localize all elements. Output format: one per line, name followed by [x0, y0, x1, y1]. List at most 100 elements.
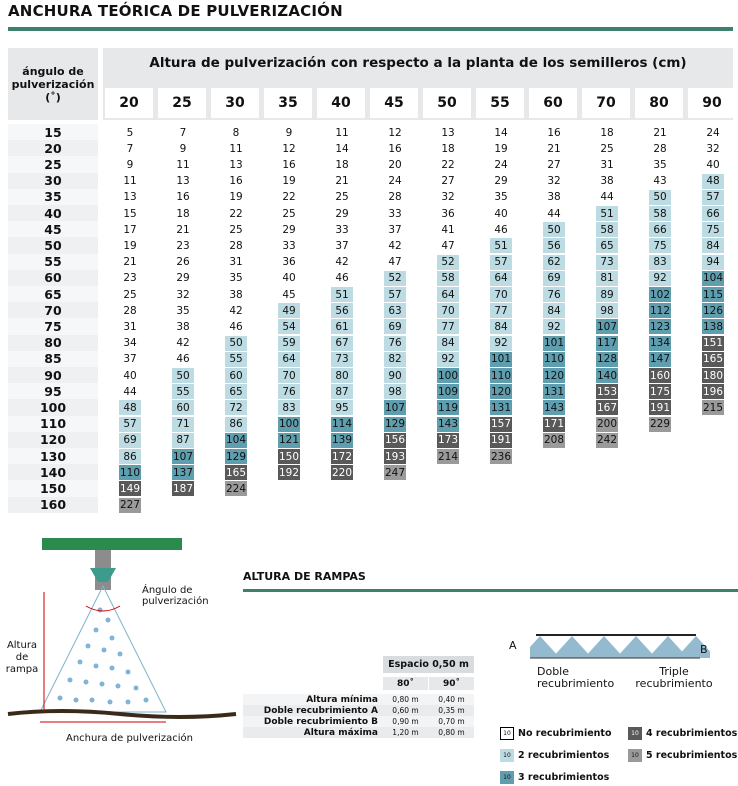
row-label: 70 [44, 302, 62, 318]
cell: 156 [384, 432, 406, 448]
row-label: 55 [44, 254, 62, 270]
cell: 38 [596, 173, 618, 189]
cell: 47 [384, 254, 406, 270]
cell: 173 [437, 432, 459, 448]
column-label: 80 [635, 88, 683, 118]
cell: 21 [543, 141, 565, 157]
cell: 110 [490, 368, 512, 383]
row-label-bg [8, 367, 98, 384]
cell: 92 [543, 319, 565, 335]
row-label: 150 [39, 480, 67, 496]
cell: 64 [490, 270, 512, 286]
cell: 28 [649, 141, 671, 157]
cell: 51 [596, 206, 618, 221]
row-label: 90 [44, 367, 62, 383]
cell: 84 [702, 238, 724, 254]
cell: 247 [384, 465, 406, 481]
legend-swatch: 10 [500, 771, 514, 784]
cell: 104 [702, 270, 724, 286]
row-label-bg [8, 399, 98, 416]
cell: 87 [172, 432, 194, 448]
column-label: 60 [529, 88, 577, 118]
cell: 84 [543, 303, 565, 319]
row-label: 110 [39, 416, 67, 432]
cell: 51 [490, 238, 512, 254]
cell: 57 [702, 189, 724, 205]
cell: 227 [119, 497, 141, 513]
cell: 18 [172, 206, 194, 221]
column-label: 90 [688, 88, 736, 118]
cell: 49 [278, 303, 300, 319]
cell: 50 [172, 368, 194, 383]
cell: 23 [119, 270, 141, 286]
cell: 180 [702, 368, 724, 383]
row-label: 40 [44, 205, 62, 221]
cell: 37 [384, 222, 406, 238]
cell: 69 [119, 432, 141, 448]
cell: 48 [702, 173, 724, 189]
cell: 16 [384, 141, 406, 157]
cell: 70 [490, 287, 512, 302]
angle-label: Ángulo de pulverización [142, 585, 209, 607]
cell: 98 [384, 384, 406, 400]
cell: 70 [278, 368, 300, 383]
rampas-value: 0,80 m [392, 695, 419, 704]
cell: 65 [225, 384, 247, 400]
row-label-bg [8, 415, 98, 432]
cell: 69 [543, 270, 565, 286]
cell: 84 [437, 335, 459, 351]
cell: 52 [384, 270, 406, 286]
cell: 50 [543, 222, 565, 238]
legend-label: No recubrimiento [518, 728, 612, 739]
row-label: 130 [39, 448, 67, 464]
column-label: 45 [370, 88, 418, 118]
cell: 92 [490, 335, 512, 351]
cell: 25 [596, 141, 618, 157]
cell: 187 [172, 481, 194, 497]
cell: 33 [278, 238, 300, 254]
cell: 77 [490, 303, 512, 319]
column-label: 70 [582, 88, 630, 118]
cell: 121 [278, 432, 300, 448]
cell: 137 [172, 465, 194, 481]
cell: 56 [543, 238, 565, 254]
cell: 102 [649, 287, 671, 302]
cell: 32 [172, 287, 194, 302]
cell: 35 [649, 157, 671, 173]
cell: 107 [596, 319, 618, 335]
row-label-bg [8, 140, 98, 157]
cell: 16 [172, 189, 194, 205]
boom [42, 538, 182, 550]
rampas-value: 0,80 m [438, 728, 465, 737]
row-label: 45 [44, 221, 62, 237]
cell: 172 [331, 449, 353, 464]
cell: 7 [172, 125, 194, 140]
cell: 29 [490, 173, 512, 189]
cell: 33 [384, 206, 406, 221]
cell: 165 [702, 351, 724, 367]
cell: 40 [702, 157, 724, 173]
cell: 48 [119, 400, 141, 416]
cell: 25 [225, 222, 247, 238]
cell: 32 [437, 189, 459, 205]
cell: 54 [278, 319, 300, 335]
nozzle-tip [90, 568, 116, 582]
row-label: 65 [44, 286, 62, 302]
cell: 76 [278, 384, 300, 400]
row-label-bg [8, 124, 98, 141]
cell: 13 [172, 173, 194, 189]
cell: 86 [119, 449, 141, 464]
row-label: 80 [44, 335, 62, 351]
cell: 40 [119, 368, 141, 383]
legend-label: 5 recubrimientos [646, 750, 738, 761]
row-label: 120 [39, 432, 67, 448]
cell: 22 [437, 157, 459, 173]
row-label-bg [8, 302, 98, 319]
cell: 18 [596, 125, 618, 140]
cell: 45 [278, 287, 300, 302]
cell: 42 [172, 335, 194, 351]
cell: 62 [543, 254, 565, 270]
cell: 134 [649, 335, 671, 351]
cell: 13 [225, 157, 247, 173]
